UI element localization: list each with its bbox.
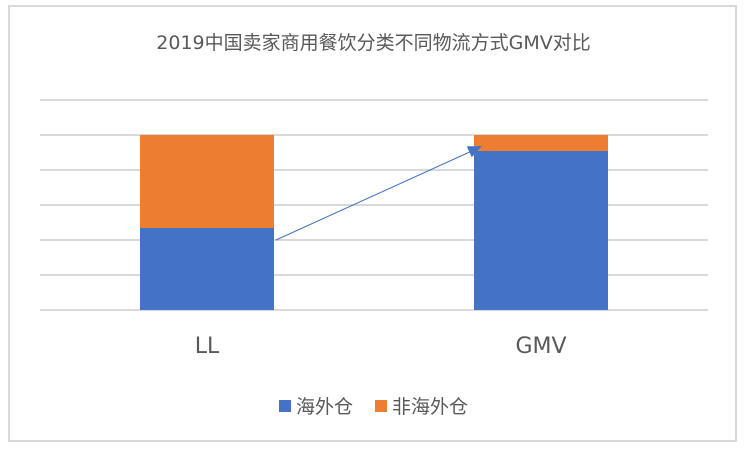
legend-label: 非海外仓 [392,392,468,419]
legend-item-overseas-warehouse[interactable]: 海外仓 [279,392,353,419]
legend: 海外仓 非海外仓 [0,392,747,419]
category-label-ll: LL [140,334,274,359]
legend-item-non-overseas-warehouse[interactable]: 非海外仓 [375,392,468,419]
category-label-gmv: GMV [474,334,608,359]
legend-swatch-blue-icon [279,400,291,412]
legend-swatch-orange-icon [375,400,387,412]
legend-label: 海外仓 [296,392,353,419]
trend-arrow-icon [0,0,747,452]
